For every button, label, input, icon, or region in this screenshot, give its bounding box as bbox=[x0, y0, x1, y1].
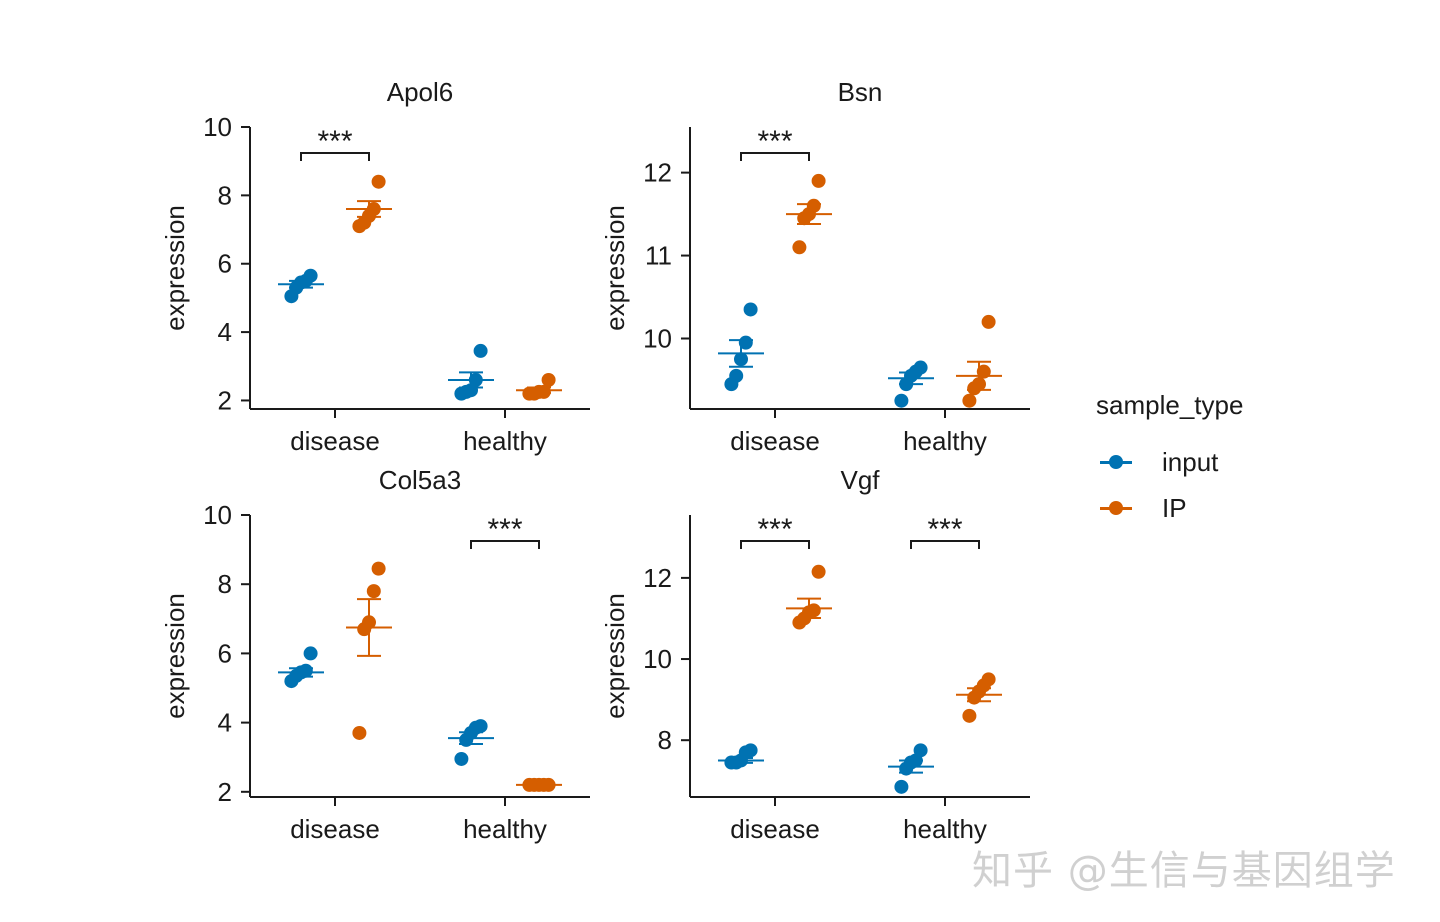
legend-title: sample_type bbox=[1096, 390, 1244, 420]
y-tick-label: 12 bbox=[643, 158, 672, 188]
data-point-input bbox=[729, 368, 744, 383]
data-point-input bbox=[298, 663, 313, 678]
panel-title: Bsn bbox=[838, 77, 883, 107]
significance-bracket bbox=[910, 540, 980, 549]
significance-label: *** bbox=[927, 513, 962, 546]
legend-item-ip: IP bbox=[1096, 485, 1243, 531]
data-point-ip bbox=[962, 393, 977, 408]
x-tick-label-disease: disease bbox=[730, 814, 820, 844]
y-tick-label: 8 bbox=[218, 569, 232, 599]
y-tick-label: 10 bbox=[643, 324, 672, 354]
data-point-input bbox=[734, 352, 748, 367]
data-point-input bbox=[303, 268, 318, 283]
data-point-ip bbox=[811, 173, 826, 188]
legend-key-ip bbox=[1096, 496, 1136, 520]
data-point-input bbox=[473, 719, 488, 734]
data-point-input bbox=[743, 302, 758, 317]
data-point-input bbox=[743, 743, 758, 758]
y-tick-label: 10 bbox=[643, 644, 672, 674]
significance-bracket bbox=[740, 540, 810, 549]
y-tick-label: 4 bbox=[218, 317, 232, 347]
data-point-ip bbox=[366, 584, 381, 599]
data-point-ip bbox=[352, 725, 367, 740]
significance-label: *** bbox=[317, 125, 352, 158]
data-point-input bbox=[454, 751, 469, 766]
data-point-ip bbox=[981, 314, 996, 329]
x-tick-label-healthy: healthy bbox=[463, 814, 547, 844]
data-point-input bbox=[894, 393, 909, 408]
legend-item-input: input bbox=[1096, 439, 1243, 485]
x-tick-label-disease: disease bbox=[730, 426, 820, 456]
y-tick-label: 6 bbox=[218, 249, 232, 279]
data-point-ip bbox=[806, 603, 821, 618]
data-point-input bbox=[738, 335, 753, 350]
significance-label: *** bbox=[757, 513, 792, 546]
y-axis-label: expression bbox=[600, 205, 630, 331]
data-point-ip bbox=[972, 377, 986, 392]
data-point-ip bbox=[811, 564, 826, 579]
panel-col5a3: 2 4 6 8 10 disease healthy Col5a3 expression *** bbox=[160, 465, 590, 844]
panel-vgf: 8 10 12 disease healthy Vgf expression *** *** bbox=[600, 465, 1030, 844]
y-tick-label: 10 bbox=[203, 112, 232, 142]
significance-bracket bbox=[470, 540, 540, 549]
data-point-ip bbox=[371, 561, 386, 576]
significance-label: *** bbox=[487, 513, 522, 546]
x-tick-label-healthy: healthy bbox=[463, 426, 547, 456]
y-tick-label: 12 bbox=[643, 563, 672, 593]
significance-label: *** bbox=[757, 125, 792, 158]
data-point-ip bbox=[371, 174, 386, 189]
x-tick-label-healthy: healthy bbox=[903, 426, 987, 456]
x-tick-label-healthy: healthy bbox=[903, 814, 987, 844]
data-point-ip bbox=[792, 240, 807, 255]
data-point-ip bbox=[806, 198, 821, 213]
y-tick-label: 2 bbox=[218, 385, 232, 415]
y-tick-label: 11 bbox=[645, 241, 672, 271]
data-point-ip bbox=[541, 372, 556, 387]
data-point-ip bbox=[981, 672, 996, 687]
y-axis-label: expression bbox=[160, 205, 190, 331]
y-axis-label: expression bbox=[600, 593, 630, 719]
y-tick-label: 10 bbox=[203, 500, 232, 530]
data-point-input bbox=[473, 343, 488, 358]
legend-key-input bbox=[1096, 450, 1136, 474]
panel-apol6: 2 4 6 8 10 disease healthy Apol6 expression *** bbox=[160, 77, 590, 456]
y-axis-label: expression bbox=[160, 593, 190, 719]
significance-bracket bbox=[740, 152, 810, 161]
data-point-input bbox=[894, 779, 909, 794]
panel-bsn: 10 11 12 disease healthy Bsn expression *** bbox=[600, 77, 1030, 456]
panel-title: Apol6 bbox=[387, 77, 454, 107]
x-tick-label-disease: disease bbox=[290, 814, 380, 844]
watermark: 知乎 @生信与基因组学 bbox=[972, 848, 1396, 894]
data-point-ip bbox=[362, 615, 376, 630]
legend: sample_type input IP bbox=[1096, 390, 1243, 531]
panel-title: Vgf bbox=[840, 465, 880, 495]
x-tick-label-disease: disease bbox=[290, 426, 380, 456]
data-point-input bbox=[303, 646, 318, 661]
legend-label-ip: IP bbox=[1162, 492, 1187, 523]
y-tick-label: 8 bbox=[218, 180, 232, 210]
legend-label-input: input bbox=[1162, 446, 1219, 477]
data-point-input bbox=[913, 360, 928, 375]
data-point-input bbox=[913, 743, 928, 758]
panel-title: Col5a3 bbox=[379, 465, 461, 495]
data-point-ip bbox=[962, 708, 977, 723]
significance-bracket bbox=[300, 152, 370, 161]
y-tick-label: 8 bbox=[658, 725, 672, 755]
y-tick-label: 6 bbox=[218, 638, 232, 668]
y-tick-label: 4 bbox=[218, 708, 232, 738]
y-tick-label: 2 bbox=[218, 777, 232, 807]
data-point-ip bbox=[536, 384, 551, 399]
